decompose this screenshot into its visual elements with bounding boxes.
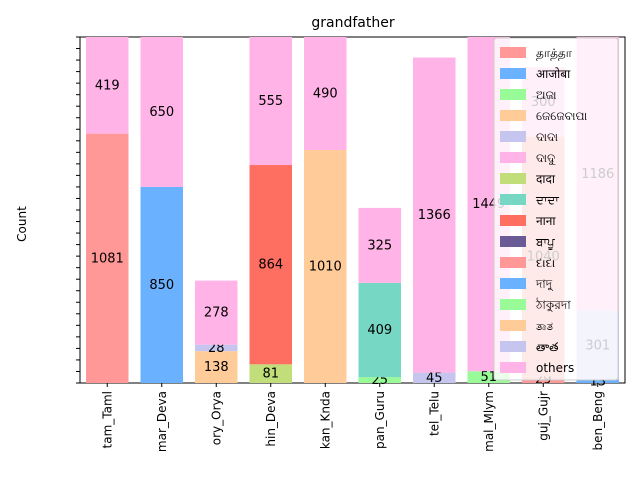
data-label: 864 xyxy=(258,258,283,273)
data-label: 138 xyxy=(204,360,229,375)
x-tick-label: tel_Telu xyxy=(427,391,441,436)
data-label: 555 xyxy=(258,94,283,109)
data-label: 81 xyxy=(262,367,279,382)
legend-swatch xyxy=(500,215,526,226)
x-tick-label: mal_Mlym xyxy=(482,391,496,452)
data-label: 650 xyxy=(149,105,174,120)
chart-title: grandfather xyxy=(311,15,394,31)
legend-swatch xyxy=(500,341,526,352)
legend-swatch xyxy=(500,320,526,331)
legend-swatch xyxy=(500,89,526,100)
legend-label: ತಾತ xyxy=(536,319,553,333)
bar-segment xyxy=(358,377,402,383)
bar-segment xyxy=(85,37,129,134)
legend-swatch xyxy=(500,299,526,310)
legend-label: आजोबा xyxy=(536,67,571,81)
legend-label: తాత xyxy=(536,340,558,354)
legend-label: others xyxy=(536,361,574,375)
data-label: 409 xyxy=(367,323,392,338)
legend-swatch xyxy=(500,173,526,184)
legend-label: ଜେଜେବାପା xyxy=(536,109,588,123)
legend-box xyxy=(493,37,619,381)
legend-label: தாத்தா xyxy=(536,46,573,60)
x-tick-label: pan_Guru xyxy=(373,391,387,449)
y-axis-label: Count xyxy=(15,206,29,242)
bar-segment xyxy=(467,371,511,383)
legend-label: ଦାଦା xyxy=(536,130,558,144)
data-label: 51 xyxy=(480,370,497,385)
legend-swatch xyxy=(500,362,526,373)
bar-segment xyxy=(194,351,238,383)
bar-segment xyxy=(303,150,347,383)
x-tick-label: ory_Orya xyxy=(209,391,223,445)
legend-label: দাদু xyxy=(535,277,554,292)
legend-label: ਦਾਦਾ xyxy=(535,193,559,207)
legend-label: ଦାଦୁ xyxy=(536,151,556,166)
bar-segment xyxy=(412,372,456,383)
x-tick-label: kan_Knda xyxy=(318,391,332,449)
data-label: 325 xyxy=(367,238,392,253)
bar-segment xyxy=(249,37,293,166)
data-label: 419 xyxy=(95,78,120,93)
bar-segment xyxy=(249,364,293,383)
bar-segment xyxy=(194,344,238,352)
x-tick-label: hin_Deva xyxy=(264,391,278,447)
data-label: 1010 xyxy=(309,260,342,275)
legend-label: ଅଜା xyxy=(536,88,557,102)
data-label: 1081 xyxy=(91,251,124,266)
legend-swatch xyxy=(500,236,526,247)
x-tick-label: mar_Deva xyxy=(155,391,169,452)
data-label: 1366 xyxy=(418,208,451,223)
data-label: 278 xyxy=(204,306,229,321)
legend-label: नाना xyxy=(536,214,556,228)
x-tick-label: guj_Gujr xyxy=(536,391,550,441)
bar-segment xyxy=(140,37,184,187)
legend: தாத்தா आजोबा ଅଜା ଜେଜେବାପା ଦାଦା ଦାଦୁ दादा ਦਾਦਾ ना… xyxy=(493,37,619,381)
bar-segment xyxy=(140,186,184,383)
legend-label: દાદા xyxy=(536,256,555,270)
legend-swatch xyxy=(500,110,526,121)
legend-swatch xyxy=(500,47,526,58)
bar-segment xyxy=(358,282,402,378)
bar-segment xyxy=(358,207,402,283)
legend-label: दादा xyxy=(536,172,556,186)
data-label: 45 xyxy=(426,371,443,386)
bar-segment xyxy=(303,37,347,151)
legend-swatch xyxy=(500,257,526,268)
legend-swatch xyxy=(500,152,526,163)
legend-swatch xyxy=(500,68,526,79)
legend-swatch xyxy=(500,131,526,142)
x-tick-label: ben_Beng xyxy=(591,391,605,450)
bar-segment xyxy=(194,280,238,345)
data-label: 850 xyxy=(149,278,174,293)
legend-label: ਬਾਪੂ xyxy=(535,235,555,250)
bar-segment xyxy=(249,165,293,365)
bar-segment xyxy=(412,57,456,373)
legend-swatch xyxy=(500,278,526,289)
legend-label: ঠাকুরদা xyxy=(535,298,571,313)
legend-swatch xyxy=(500,194,526,205)
bar-segment xyxy=(85,133,129,383)
x-tick-label: tam_Taml xyxy=(100,391,114,448)
data-label: 490 xyxy=(313,87,338,102)
bar-segment xyxy=(576,380,620,383)
